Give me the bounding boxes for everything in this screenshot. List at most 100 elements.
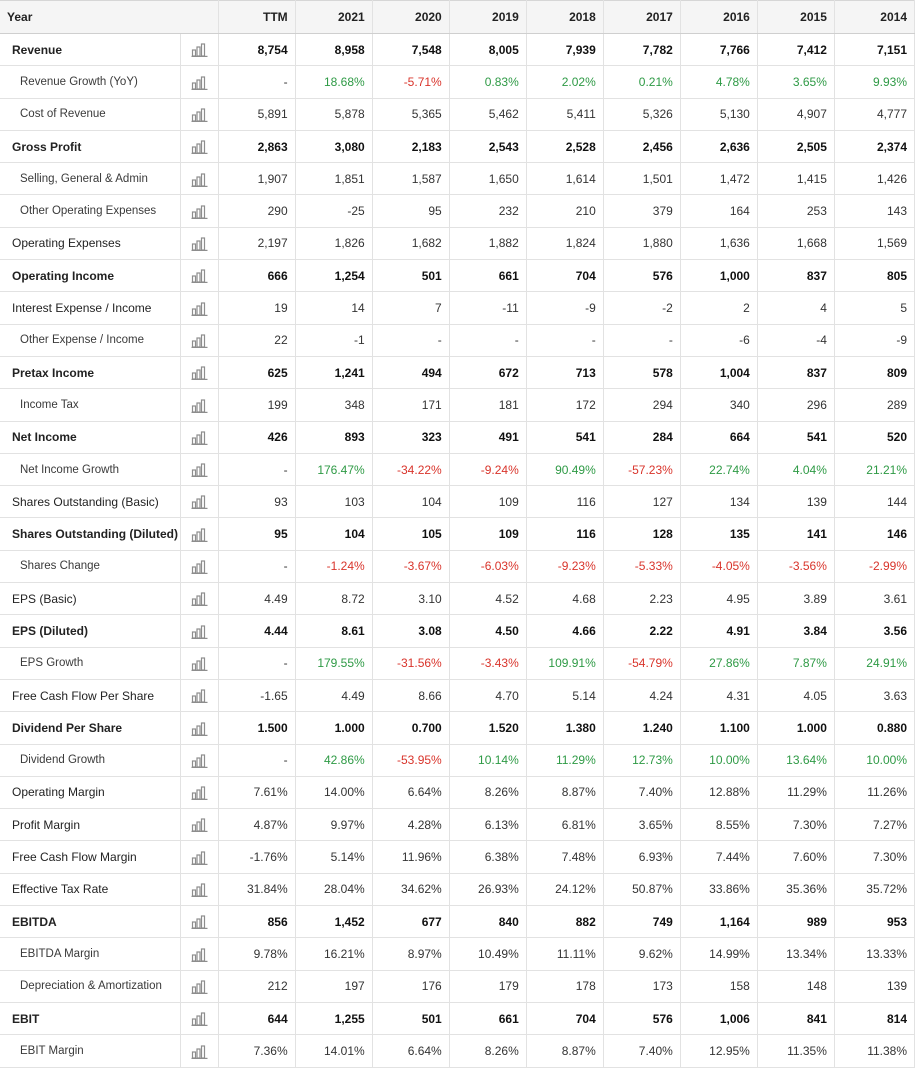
table-cell: 1,668	[757, 227, 835, 261]
chart-button[interactable]	[180, 776, 219, 810]
bar-chart-icon	[191, 107, 208, 122]
bar-chart-icon	[191, 688, 208, 704]
table-row: Revenue Growth (YoY) -18.68% -5.71% 0.83% 2.…	[0, 65, 915, 99]
table-cell: 1,472	[680, 162, 758, 196]
chart-button[interactable]	[180, 517, 219, 551]
chart-button[interactable]	[180, 970, 219, 1003]
table-cell: 644	[218, 1002, 296, 1036]
table-cell: 14.00%	[295, 776, 373, 810]
chart-button[interactable]	[180, 324, 219, 357]
table-cell: 9.93%	[834, 65, 915, 99]
table-cell: 8.61	[295, 614, 373, 648]
chart-button[interactable]	[180, 744, 219, 777]
bar-chart-icon	[191, 914, 208, 930]
chart-button[interactable]	[180, 65, 219, 99]
table-cell: -5.71%	[372, 65, 450, 99]
row-label: EPS (Basic)	[0, 582, 181, 616]
column-header-2019: 2019	[449, 0, 527, 34]
table-cell: -1	[295, 324, 373, 357]
table-cell: 4.87%	[218, 808, 296, 842]
row-label: Shares Change	[0, 550, 181, 584]
chart-button[interactable]	[180, 291, 219, 325]
chart-button[interactable]	[180, 485, 219, 519]
table-cell: 105	[372, 517, 450, 551]
table-cell: -57.23%	[603, 453, 681, 487]
chart-button[interactable]	[180, 711, 219, 745]
table-cell: 4.05	[757, 679, 835, 713]
table-cell: 5,130	[680, 98, 758, 131]
chart-button[interactable]	[180, 356, 219, 390]
table-cell: 8.72	[295, 582, 373, 616]
table-row: Free Cash Flow Per Share -1.65 4.49 8.66 4.7…	[0, 679, 915, 713]
table-cell: 5,462	[449, 98, 527, 131]
table-row: Dividend Growth -42.86% -53.95% 10.14% 11.29…	[0, 744, 915, 777]
chart-button[interactable]	[180, 33, 219, 67]
table-cell: 5,326	[603, 98, 681, 131]
bar-chart-icon	[191, 268, 208, 284]
row-label: Depreciation & Amortization	[0, 970, 181, 1003]
table-cell: 1.520	[449, 711, 527, 745]
table-cell: 2.02%	[526, 65, 604, 99]
table-cell: 3.61	[834, 582, 915, 616]
table-cell: 139	[757, 485, 835, 519]
table-cell: -25	[295, 194, 373, 228]
table-header-row: Year TTM 2021 2020 2019 2018 2017 2016 2015 2014	[0, 0, 915, 34]
chart-button[interactable]	[180, 227, 219, 261]
table-cell: 7.40%	[603, 1034, 681, 1068]
chart-button[interactable]	[180, 259, 219, 293]
table-cell: 3.10	[372, 582, 450, 616]
table-cell: -9.23%	[526, 550, 604, 584]
table-cell: 11.26%	[834, 776, 915, 810]
table-cell: 893	[295, 421, 373, 454]
table-cell: -	[218, 744, 296, 777]
table-cell: -2	[603, 291, 681, 325]
table-cell: 13.64%	[757, 744, 835, 777]
table-cell: 10.49%	[449, 937, 527, 971]
row-label: EBITDA Margin	[0, 937, 181, 971]
chart-button[interactable]	[180, 679, 219, 713]
chart-button[interactable]	[180, 388, 219, 422]
chart-button[interactable]	[180, 550, 219, 584]
chart-button[interactable]	[180, 1034, 219, 1068]
chart-button[interactable]	[180, 873, 219, 907]
table-cell: -	[603, 324, 681, 357]
chart-button[interactable]	[180, 905, 219, 939]
chart-button[interactable]	[180, 98, 219, 131]
table-cell: 12.73%	[603, 744, 681, 777]
table-cell: 109	[449, 517, 527, 551]
chart-button[interactable]	[180, 162, 219, 196]
table-row: Gross Profit 2,863 3,080 2,183 2,543 2,528 2,4…	[0, 130, 915, 164]
table-cell: 1,164	[680, 905, 758, 939]
row-label: Dividend Per Share	[0, 711, 181, 745]
table-cell: 139	[834, 970, 915, 1003]
chart-button[interactable]	[180, 453, 219, 487]
table-cell: 164	[680, 194, 758, 228]
table-cell: 4	[757, 291, 835, 325]
table-cell: 31.84%	[218, 873, 296, 907]
table-cell: 6.38%	[449, 840, 527, 874]
table-row: Operating Expenses 2,197 1,826 1,682 1,882 1,…	[0, 227, 915, 261]
table-row: EPS (Diluted) 4.44 8.61 3.08 4.50 4.66 2.22 4.9…	[0, 614, 915, 648]
chart-button[interactable]	[180, 614, 219, 648]
table-cell: 5,411	[526, 98, 604, 131]
chart-button[interactable]	[180, 1002, 219, 1036]
row-label: Shares Outstanding (Diluted)	[0, 517, 181, 551]
table-cell: 104	[295, 517, 373, 551]
table-cell: 379	[603, 194, 681, 228]
table-cell: 8.97%	[372, 937, 450, 971]
chart-button[interactable]	[180, 130, 219, 164]
chart-button[interactable]	[180, 937, 219, 971]
chart-button[interactable]	[180, 582, 219, 616]
chart-button[interactable]	[180, 421, 219, 454]
chart-button[interactable]	[180, 647, 219, 680]
chart-button[interactable]	[180, 194, 219, 228]
table-cell: 35.36%	[757, 873, 835, 907]
chart-button[interactable]	[180, 840, 219, 874]
table-cell: 672	[449, 356, 527, 390]
table-cell: 3.89	[757, 582, 835, 616]
table-cell: 578	[603, 356, 681, 390]
table-cell: 8.87%	[526, 1034, 604, 1068]
table-cell: 840	[449, 905, 527, 939]
chart-button[interactable]	[180, 808, 219, 842]
table-row: Net Income Growth -176.47% -34.22% -9.24% 90…	[0, 453, 915, 487]
